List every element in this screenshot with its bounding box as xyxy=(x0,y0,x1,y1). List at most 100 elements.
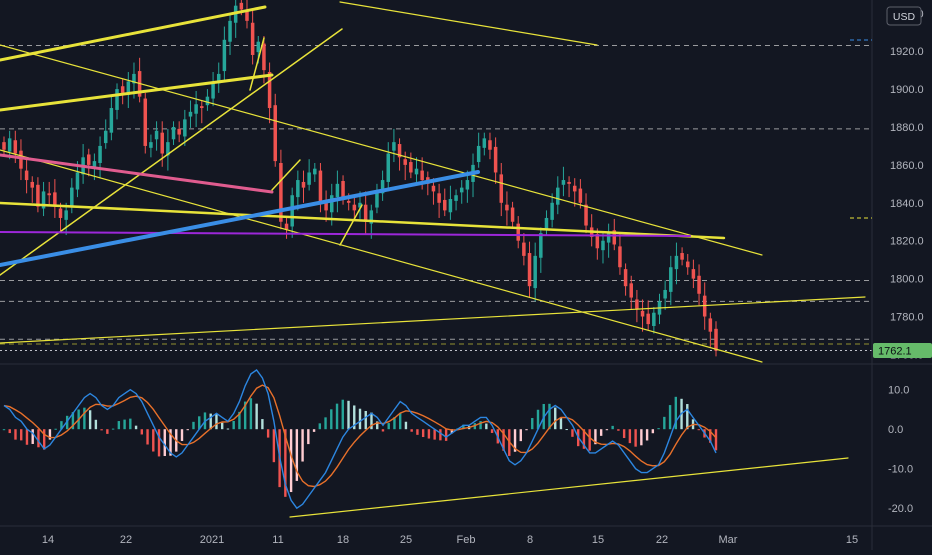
candle-body xyxy=(606,233,611,243)
candle-body xyxy=(318,170,323,203)
macd-histogram-bar xyxy=(714,429,718,451)
macd-histogram-bar xyxy=(266,429,270,438)
macd-histogram-bar xyxy=(261,419,264,430)
candle-body xyxy=(680,253,684,260)
macd-histogram-bar xyxy=(318,423,322,430)
candle-body xyxy=(205,96,210,106)
candle-body xyxy=(556,187,560,205)
candle-body xyxy=(87,154,91,165)
macd-histogram-bar xyxy=(335,403,339,430)
candle-body xyxy=(166,142,170,156)
macd-histogram-bar xyxy=(117,421,121,430)
macd-histogram-bar xyxy=(83,407,86,430)
candle-body xyxy=(200,106,204,109)
macd-histogram-bar xyxy=(255,403,258,430)
candle-body xyxy=(409,162,413,173)
macd-histogram-bar xyxy=(605,429,609,431)
macd-histogram-bar xyxy=(410,429,413,432)
candle-body xyxy=(522,242,526,256)
candle-body xyxy=(132,73,136,84)
macd-histogram-bar xyxy=(152,429,155,452)
candle-body xyxy=(697,275,701,294)
macd-histogram-bar xyxy=(140,429,144,435)
candle-body xyxy=(75,172,80,190)
candle-body xyxy=(505,204,509,211)
candle-body xyxy=(250,22,255,55)
trendline xyxy=(0,28,343,276)
macd-histogram-bar xyxy=(376,421,379,430)
candle-body xyxy=(561,180,566,185)
macd-histogram-bar xyxy=(272,429,276,463)
candle-body xyxy=(24,170,29,181)
candle-body xyxy=(493,146,498,173)
macd-histogram-bar xyxy=(634,429,637,447)
macd-histogram-bar xyxy=(611,425,614,430)
candle-body xyxy=(527,253,532,287)
candle-body xyxy=(510,207,515,222)
candle-body xyxy=(674,255,679,270)
macd-pane xyxy=(2,369,718,510)
macd-histogram-bar xyxy=(588,429,591,451)
candle-body xyxy=(19,150,23,169)
candle-body xyxy=(663,289,667,299)
last-price-tag: 1762.1 xyxy=(873,342,932,358)
candle-body xyxy=(290,195,294,227)
candle-body xyxy=(437,193,441,203)
macd-histogram-bar xyxy=(622,429,626,439)
macd-histogram-bar xyxy=(479,421,482,430)
candle-body xyxy=(143,98,148,146)
trendline xyxy=(0,296,866,344)
candle-body xyxy=(635,299,639,309)
macd-histogram-bar xyxy=(559,417,563,430)
time-tick-label: 25 xyxy=(400,534,412,546)
candle-body xyxy=(47,193,51,196)
candle-body xyxy=(629,283,633,298)
candle-body xyxy=(279,162,283,222)
candle-body xyxy=(358,202,362,208)
trendline-drawings xyxy=(0,1,866,518)
macd-histogram-bar xyxy=(163,429,166,457)
candle-body xyxy=(544,217,549,231)
macd-histogram-bar xyxy=(20,429,23,441)
macd-histogram-bar xyxy=(249,398,253,430)
candle-body xyxy=(307,172,311,185)
candle-body xyxy=(612,230,617,245)
macd-histogram-bar xyxy=(686,404,689,430)
macd-histogram-bar xyxy=(180,429,184,442)
macd-histogram-bar xyxy=(554,407,557,430)
currency-badge-label: USD xyxy=(893,11,916,23)
candle-body xyxy=(273,105,277,162)
candle-body xyxy=(465,180,470,190)
price-tick-label: 1780.0 xyxy=(890,312,924,324)
candle-body xyxy=(36,184,40,207)
candle-body xyxy=(448,199,453,213)
candle-body xyxy=(115,89,119,110)
time-tick-label: 15 xyxy=(592,534,604,546)
trendline xyxy=(0,170,480,267)
macd-histogram-bar xyxy=(462,424,465,430)
time-tick-label: 18 xyxy=(337,534,349,546)
macd-histogram-bar xyxy=(663,416,666,430)
candle-body xyxy=(392,142,396,151)
candle-body xyxy=(245,11,249,21)
macd-histogram-bar xyxy=(531,418,534,430)
currency-badge[interactable]: USD xyxy=(886,6,922,26)
candle-body xyxy=(499,174,504,203)
candle-body xyxy=(64,210,68,220)
macd-histogram-bar xyxy=(347,400,350,430)
macd-histogram-bar xyxy=(536,409,540,430)
macd-histogram-bar xyxy=(519,429,522,442)
macd-histogram-bar xyxy=(198,416,201,430)
macd-histogram-bar xyxy=(358,408,362,430)
macd-histogram-bar xyxy=(60,421,63,430)
candle-body xyxy=(539,233,543,258)
macd-histogram-bar xyxy=(37,429,40,448)
macd-histogram-bar xyxy=(307,429,310,445)
candle-body xyxy=(211,81,215,99)
trendline xyxy=(339,204,363,246)
candle-body xyxy=(239,2,244,10)
trendline xyxy=(339,1,598,46)
macd-histogram-bar xyxy=(324,417,327,430)
